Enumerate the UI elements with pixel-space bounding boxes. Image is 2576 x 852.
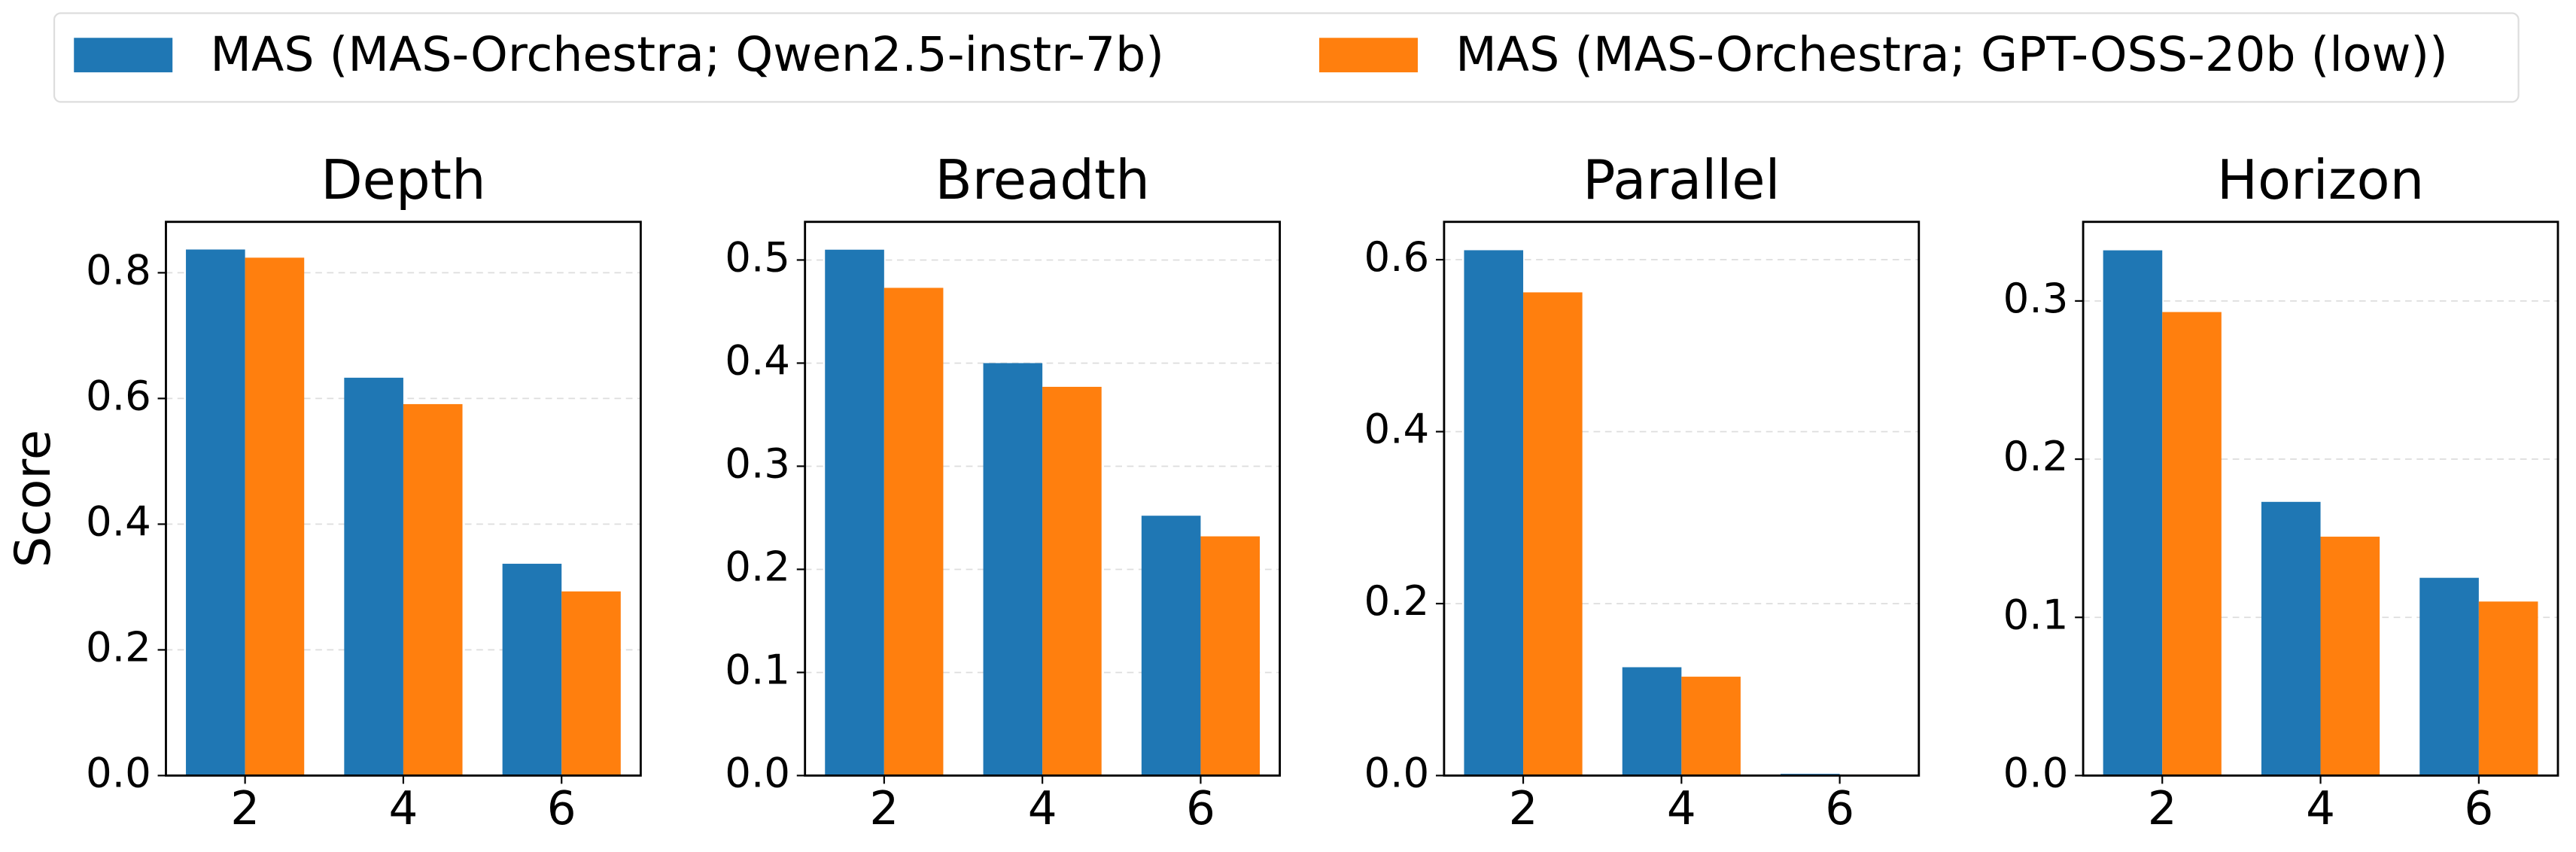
plot-frame — [2082, 221, 2559, 777]
bar — [502, 564, 562, 776]
legend-label: MAS (MAS-Orchestra; GPT-OSS-20b (low)) — [1455, 26, 2448, 82]
bar — [245, 257, 305, 776]
bar — [2478, 601, 2538, 776]
x-tick-label: 6 — [1186, 782, 1215, 835]
legend-box — [53, 12, 2520, 103]
plot-frame — [804, 221, 1282, 777]
bar — [344, 377, 403, 776]
y-tick-label: 0.3 — [2003, 274, 2069, 322]
y-tick-label: 0.2 — [1364, 577, 1429, 625]
bar — [1042, 386, 1102, 776]
legend-swatch — [1318, 38, 1418, 73]
plot-frame — [165, 221, 642, 777]
y-tick-label: 0.4 — [725, 336, 790, 385]
y-tick-label: 0.2 — [86, 623, 151, 671]
bar — [403, 403, 463, 776]
chart-title: Parallel — [1583, 148, 1780, 211]
bar — [825, 249, 884, 776]
y-tick-label: 0.4 — [86, 498, 151, 546]
y-tick-label: 0.0 — [725, 749, 790, 797]
x-tick-label: 4 — [388, 782, 418, 835]
y-tick-label: 0.4 — [1364, 405, 1429, 453]
bar — [2419, 577, 2479, 776]
x-tick-label: 2 — [1509, 782, 1538, 835]
x-tick-label: 6 — [1825, 782, 1854, 835]
y-tick-label: 0.5 — [725, 233, 790, 281]
bar — [884, 288, 944, 776]
bar — [1622, 667, 1682, 776]
y-tick-label: 0.2 — [2003, 432, 2069, 480]
y-tick-label: 0.3 — [725, 440, 790, 488]
x-tick-label: 2 — [2148, 782, 2177, 835]
y-axis-label: Score — [5, 430, 62, 567]
y-tick-label: 0.2 — [725, 543, 790, 591]
y-tick-label: 0.0 — [2003, 749, 2069, 797]
y-tick-label: 0.1 — [2003, 590, 2069, 638]
bar — [2103, 250, 2163, 776]
bar — [2261, 501, 2321, 776]
y-tick-label: 0.1 — [725, 646, 790, 694]
bar — [1200, 536, 1261, 776]
bar — [2320, 537, 2380, 776]
y-tick-label: 0.6 — [86, 372, 151, 420]
x-tick-label: 4 — [1667, 782, 1696, 835]
bar — [186, 249, 245, 776]
x-tick-label: 2 — [230, 782, 260, 835]
y-tick-label: 0.8 — [86, 246, 151, 294]
legend-label: MAS (MAS-Orchestra; Qwen2.5-instr-7b) — [210, 26, 1164, 82]
y-tick-label: 0.6 — [1364, 233, 1429, 281]
x-tick-label: 4 — [1028, 782, 1057, 835]
y-tick-label: 0.0 — [86, 749, 151, 797]
chart-title: Horizon — [2217, 148, 2424, 211]
x-tick-label: 2 — [869, 782, 899, 835]
bar — [983, 363, 1043, 776]
x-tick-label: 4 — [2306, 782, 2335, 835]
chart-title: Depth — [321, 148, 485, 211]
legend-swatch — [74, 38, 173, 73]
x-tick-label: 6 — [2464, 782, 2493, 835]
plot-frame — [1443, 221, 1921, 777]
bar — [1523, 292, 1583, 776]
bar — [1141, 516, 1201, 776]
x-tick-label: 6 — [547, 782, 576, 835]
y-tick-label: 0.0 — [1364, 749, 1429, 797]
bar — [561, 591, 621, 776]
bar — [1464, 250, 1524, 776]
chart-title: Breadth — [935, 148, 1150, 211]
bar — [2162, 312, 2222, 776]
bar — [1681, 677, 1741, 776]
